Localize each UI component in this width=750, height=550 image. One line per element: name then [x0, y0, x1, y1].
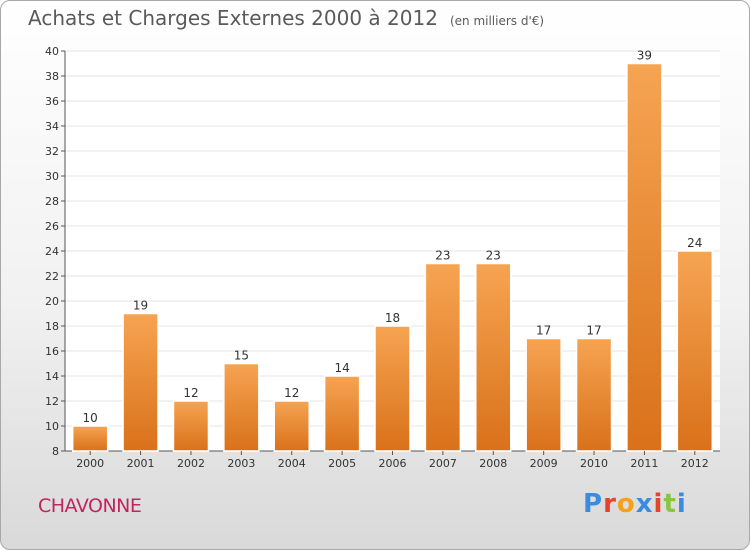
data-label-2010: 17	[586, 324, 601, 338]
commune-name: CHAVONNE	[38, 495, 142, 517]
bar-2004	[273, 400, 310, 452]
proxiti-logo: Proxiti	[583, 489, 687, 519]
x-tick-label-2002: 2002	[177, 457, 205, 470]
data-label-2009: 17	[536, 324, 551, 338]
y-tick-label: 24	[45, 245, 59, 258]
logo-letter: i	[653, 489, 664, 519]
y-tick-label: 20	[45, 295, 59, 308]
data-label-2011: 39	[637, 49, 652, 63]
data-label-2002: 12	[183, 386, 198, 400]
x-tick-label-2000: 2000	[76, 457, 104, 470]
x-tick-label-2005: 2005	[328, 457, 356, 470]
y-tick-label: 38	[45, 70, 59, 83]
bar-2007	[424, 262, 462, 452]
bar-2011	[626, 62, 663, 452]
data-label-2008: 23	[486, 249, 501, 263]
bar-2003	[223, 362, 260, 452]
bar-2008	[475, 262, 512, 452]
y-tick-label: 36	[45, 95, 59, 108]
chart-subtitle: (en milliers d'€)	[449, 14, 545, 28]
logo-letter: x	[635, 489, 654, 519]
y-tick-label: 10	[45, 420, 59, 433]
x-tick-label-2006: 2006	[379, 457, 407, 470]
y-tick-label: 8	[52, 445, 59, 458]
data-label-2000: 10	[83, 411, 98, 425]
data-label-2004: 12	[284, 386, 299, 400]
chart-title: Achats et Charges Externes 2000 à 2012 (e…	[28, 6, 544, 30]
y-tick-label: 32	[45, 145, 59, 158]
bar-2006	[374, 325, 411, 452]
bar-2010	[575, 337, 613, 452]
bar-2002	[172, 400, 210, 452]
y-tick-label: 34	[45, 120, 59, 133]
logo-letter: P	[583, 489, 604, 519]
y-tick-label: 28	[45, 195, 59, 208]
y-tick-label: 26	[45, 220, 59, 233]
bar-2000	[71, 425, 109, 452]
bar-2009	[525, 337, 562, 452]
bar-2001	[122, 312, 159, 452]
x-tick-label-2011: 2011	[630, 457, 658, 470]
logo-letter: i	[676, 489, 687, 519]
y-tick-label: 12	[45, 395, 59, 408]
x-tick-label-2007: 2007	[429, 457, 457, 470]
x-tick-label-2003: 2003	[227, 457, 255, 470]
data-label-2012: 24	[687, 236, 702, 250]
data-label-2007: 23	[435, 249, 450, 263]
data-label-2003: 15	[234, 349, 249, 363]
logo-letter: r	[603, 489, 617, 519]
x-tick-label-2001: 2001	[127, 457, 155, 470]
bar-2012	[676, 250, 714, 452]
x-tick-label-2004: 2004	[278, 457, 306, 470]
bar-2005	[323, 375, 361, 452]
y-tick-label: 22	[45, 270, 59, 283]
title-text: Achats et Charges Externes 2000 à 2012	[28, 6, 438, 30]
x-tick-label-2009: 2009	[530, 457, 558, 470]
y-tick-label: 30	[45, 170, 59, 183]
y-tick-label: 14	[45, 370, 59, 383]
y-tick-label: 18	[45, 320, 59, 333]
data-label-2006: 18	[385, 311, 400, 325]
x-tick-label-2012: 2012	[681, 457, 709, 470]
x-tick-label-2010: 2010	[580, 457, 608, 470]
data-label-2005: 14	[334, 361, 349, 375]
data-label-2001: 19	[133, 299, 148, 313]
x-tick-label-2008: 2008	[479, 457, 507, 470]
logo-letter: o	[616, 489, 636, 519]
y-tick-label: 40	[45, 45, 59, 58]
logo-letter: t	[663, 489, 677, 519]
y-tick-label: 16	[45, 345, 59, 358]
